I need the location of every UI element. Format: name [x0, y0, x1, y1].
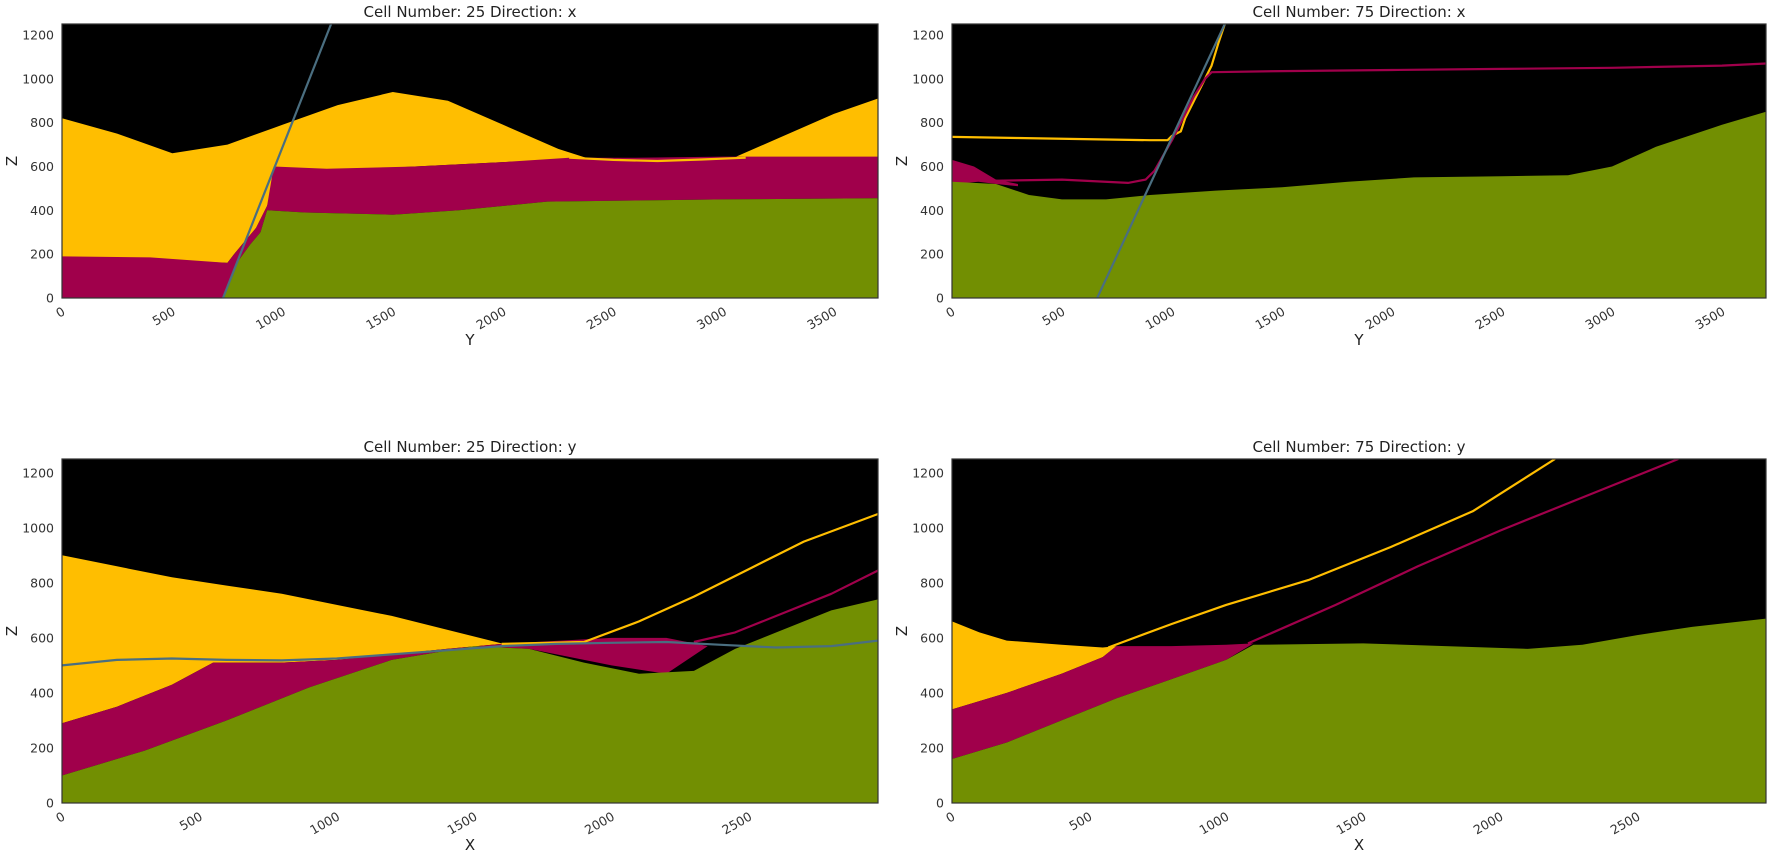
contact-line-2: [1247, 459, 1679, 645]
y-tick-label: 1000: [912, 71, 944, 86]
x-tick-label: 3000: [694, 304, 729, 333]
contact-line-1: [501, 512, 878, 645]
subplot-cell-25-direction-x: Cell Number: 25 Direction: x 0 200 400 600 80…: [3, 3, 879, 349]
y-tick-label: 1200: [912, 27, 944, 42]
x-tick-label: 1000: [253, 304, 288, 333]
x-tick-label: 500: [1066, 809, 1094, 834]
unit-region-3: [952, 618, 1766, 803]
y-tick-label: 1200: [22, 465, 54, 480]
fault-line: [62, 639, 878, 667]
unit-region-3: [223, 198, 878, 298]
x-tick-label: 3500: [1692, 304, 1727, 333]
x-tick-label: 2000: [1471, 809, 1506, 838]
y-tick-label: 400: [30, 203, 54, 218]
y-tick-label: 400: [920, 203, 944, 218]
y-tick-label: 0: [46, 796, 54, 811]
contact-line-2: [693, 569, 878, 644]
x-axis-label: X: [465, 836, 475, 854]
x-tick-label: 3500: [804, 304, 839, 333]
x-tick-label: 2000: [474, 304, 509, 333]
x-tick-label: 1000: [1197, 809, 1232, 838]
x-tick-label: 3000: [1582, 304, 1617, 333]
plot-frame: [61, 23, 879, 299]
y-tick-label: 600: [30, 159, 54, 174]
y-tick-label: 600: [920, 630, 944, 645]
x-tick-label: 2500: [1472, 304, 1507, 333]
contact-line-1: [1107, 459, 1556, 649]
x-tick-label: 1500: [1334, 809, 1369, 838]
x-tick-label: 2000: [1362, 304, 1397, 333]
x-tick-label: 1500: [445, 809, 480, 838]
y-tick-label: 1200: [22, 27, 54, 42]
x-tick-label: 2000: [582, 809, 617, 838]
contact-line-1: [569, 156, 746, 163]
unit-region-1: [62, 555, 543, 724]
x-tick-label: 0: [943, 304, 957, 321]
y-tick-label: 1000: [912, 520, 944, 535]
unit-region-1: [952, 621, 1117, 710]
unit-region-2: [952, 643, 1254, 759]
y-tick-label: 400: [920, 685, 944, 700]
x-tick-label: 0: [943, 809, 957, 826]
y-axis-label: Z: [3, 156, 21, 166]
y-tick-label: 200: [920, 740, 944, 755]
x-tick-label: 2500: [1608, 809, 1643, 838]
x-tick-label: 0: [53, 304, 67, 321]
y-tick-label: 200: [30, 247, 54, 262]
y-tick-label: 0: [46, 291, 54, 306]
y-tick-label: 600: [920, 159, 944, 174]
chart-title: Cell Number: 25 Direction: x: [364, 3, 577, 21]
y-tick-label: 1000: [22, 520, 54, 535]
plot-frame: [951, 458, 1767, 804]
unit-region-3: [62, 599, 878, 803]
x-tick-label: 1000: [1142, 304, 1177, 333]
unit-region-2: [952, 111, 1766, 298]
unit-region-1: [62, 92, 878, 263]
unit-region-2: [62, 637, 708, 776]
x-tick-label: 500: [150, 304, 178, 329]
y-tick-label: 0: [936, 796, 944, 811]
y-tick-label: 1000: [22, 71, 54, 86]
unit-region-2: [62, 156, 878, 298]
x-tick-label: 1500: [363, 304, 398, 333]
subplot-cell-75-direction-x: Cell Number: 75 Direction: x 0 200 400 600 80…: [893, 3, 1767, 349]
subplot-cell-25-direction-y: Cell Number: 25 Direction: y 0 200 400 600 80…: [3, 438, 879, 854]
x-axis-label: Y: [1353, 331, 1364, 349]
y-axis-label: Z: [893, 626, 911, 636]
y-tick-label: 200: [30, 740, 54, 755]
y-tick-label: 800: [30, 575, 54, 590]
x-tick-label: 2500: [719, 809, 754, 838]
x-tick-label: 2500: [584, 304, 619, 333]
x-tick-label: 1500: [1252, 304, 1287, 333]
contact-line-1: [952, 24, 1226, 142]
y-tick-label: 800: [30, 115, 54, 130]
x-tick-label: 500: [177, 809, 205, 834]
x-tick-label: 500: [1039, 304, 1067, 329]
y-tick-label: 600: [30, 630, 54, 645]
contact-line-2: [952, 62, 1766, 184]
y-axis-label: Z: [893, 156, 911, 166]
y-tick-label: 0: [936, 291, 944, 306]
chart-title: Cell Number: 75 Direction: x: [1253, 3, 1466, 21]
chart-title: Cell Number: 25 Direction: y: [364, 438, 577, 456]
plot-frame: [951, 23, 1767, 299]
fault-line: [1096, 24, 1226, 298]
y-axis-label: Z: [3, 626, 21, 636]
y-tick-label: 800: [920, 115, 944, 130]
plot-frame: [61, 458, 879, 804]
chart-title: Cell Number: 75 Direction: y: [1253, 438, 1466, 456]
y-tick-label: 1200: [912, 465, 944, 480]
fault-line: [221, 24, 333, 298]
x-tick-label: 0: [53, 809, 67, 826]
y-tick-label: 800: [920, 575, 944, 590]
subplot-cell-75-direction-y: Cell Number: 75 Direction: y 0 200 400 600 80…: [893, 438, 1767, 854]
x-tick-label: 1000: [307, 809, 342, 838]
y-tick-label: 200: [920, 247, 944, 262]
y-tick-label: 400: [30, 685, 54, 700]
x-axis-label: X: [1354, 836, 1364, 854]
x-axis-label: Y: [464, 331, 475, 349]
